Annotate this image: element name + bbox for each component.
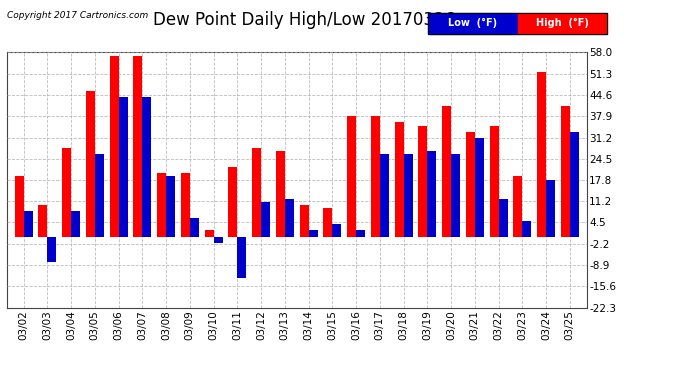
Bar xyxy=(157,173,166,237)
Bar xyxy=(324,208,333,237)
Text: Copyright 2017 Cartronics.com: Copyright 2017 Cartronics.com xyxy=(7,11,148,20)
Bar xyxy=(62,148,71,237)
Bar xyxy=(228,167,237,237)
Bar xyxy=(299,205,308,237)
Bar xyxy=(499,199,508,237)
Bar xyxy=(38,205,48,237)
Bar xyxy=(252,148,261,237)
Bar xyxy=(418,126,427,237)
Bar xyxy=(237,237,246,278)
Bar xyxy=(276,151,285,237)
Bar xyxy=(570,132,579,237)
Bar xyxy=(475,138,484,237)
Bar xyxy=(133,56,142,237)
Bar xyxy=(214,237,223,243)
Bar xyxy=(356,230,365,237)
Bar xyxy=(86,91,95,237)
Bar xyxy=(23,211,32,237)
Bar xyxy=(95,154,103,237)
Bar xyxy=(561,106,570,237)
Bar xyxy=(371,116,380,237)
Bar xyxy=(347,116,356,237)
Bar xyxy=(522,221,531,237)
Bar xyxy=(404,154,413,237)
Bar xyxy=(308,230,317,237)
Text: High  (°F): High (°F) xyxy=(536,18,589,28)
Bar xyxy=(181,173,190,237)
Bar xyxy=(395,122,404,237)
Bar xyxy=(466,132,475,237)
Text: Low  (°F): Low (°F) xyxy=(448,18,497,28)
Bar xyxy=(204,230,214,237)
Bar xyxy=(537,72,546,237)
Bar xyxy=(166,176,175,237)
Bar xyxy=(142,97,151,237)
Bar xyxy=(451,154,460,237)
Bar xyxy=(190,217,199,237)
Bar xyxy=(119,97,128,237)
Bar xyxy=(14,176,23,237)
Bar xyxy=(333,224,342,237)
Bar xyxy=(110,56,119,237)
Text: Dew Point Daily High/Low 20170326: Dew Point Daily High/Low 20170326 xyxy=(152,11,455,29)
Bar xyxy=(513,176,522,237)
Bar xyxy=(285,199,294,237)
Bar xyxy=(427,151,436,237)
Bar xyxy=(71,211,80,237)
Bar xyxy=(48,237,57,262)
Bar xyxy=(442,106,451,237)
Bar xyxy=(546,180,555,237)
Bar xyxy=(380,154,389,237)
Bar xyxy=(490,126,499,237)
Bar xyxy=(261,202,270,237)
